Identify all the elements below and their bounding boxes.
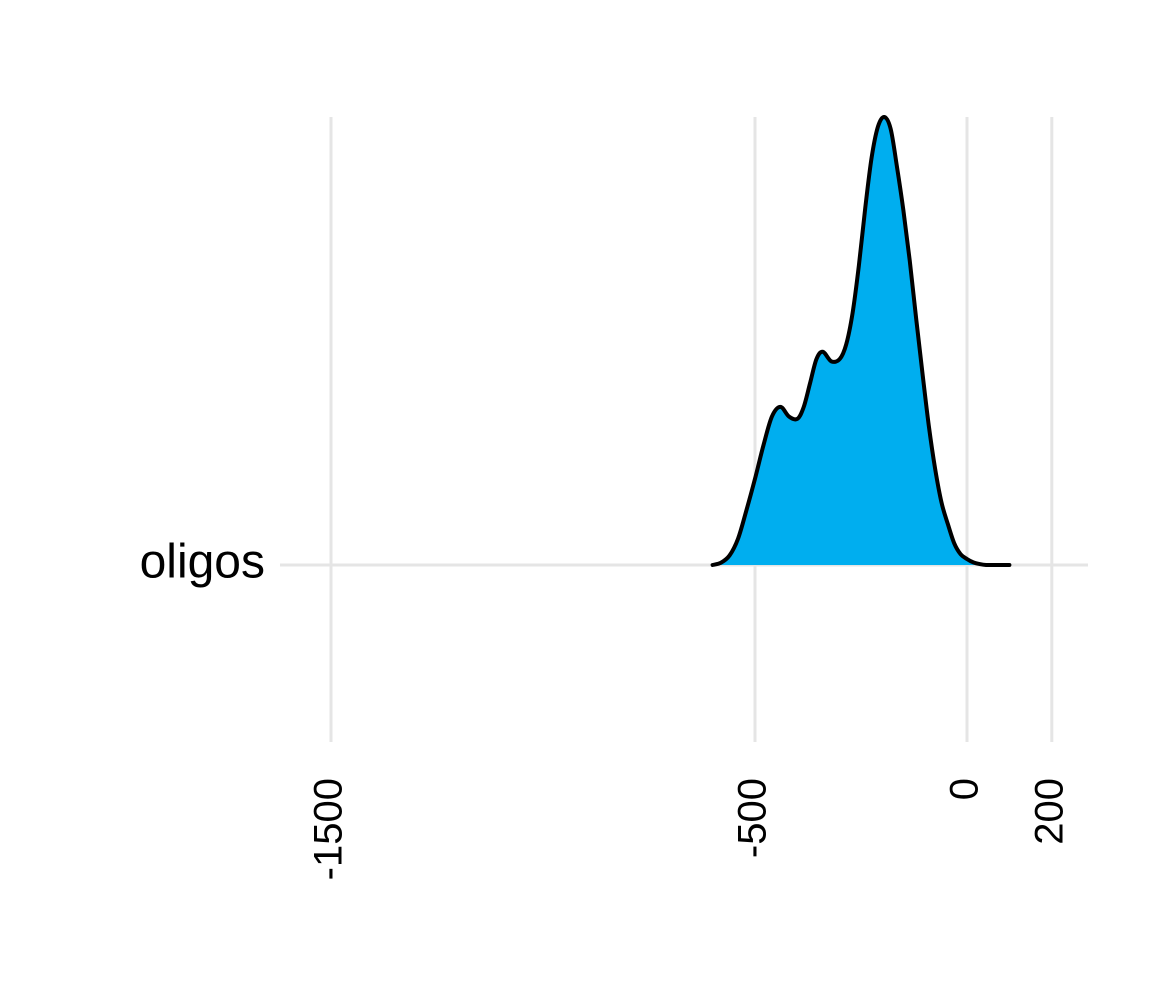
- x-tick-label: -1500: [307, 778, 351, 880]
- x-axis: -1500 -500 0 200: [307, 778, 1072, 880]
- category-label-oligos: oligos: [140, 536, 265, 589]
- x-tick-label: 200: [1027, 778, 1071, 845]
- density-line-oligos: [710, 114, 1012, 568]
- x-tick-label: 0: [943, 778, 987, 800]
- density-area-oligos: [712, 116, 1010, 565]
- x-tick-label: -500: [731, 778, 775, 858]
- series-layer: [710, 114, 1012, 568]
- grid: [280, 117, 1088, 742]
- y-axis: oligos: [140, 536, 265, 589]
